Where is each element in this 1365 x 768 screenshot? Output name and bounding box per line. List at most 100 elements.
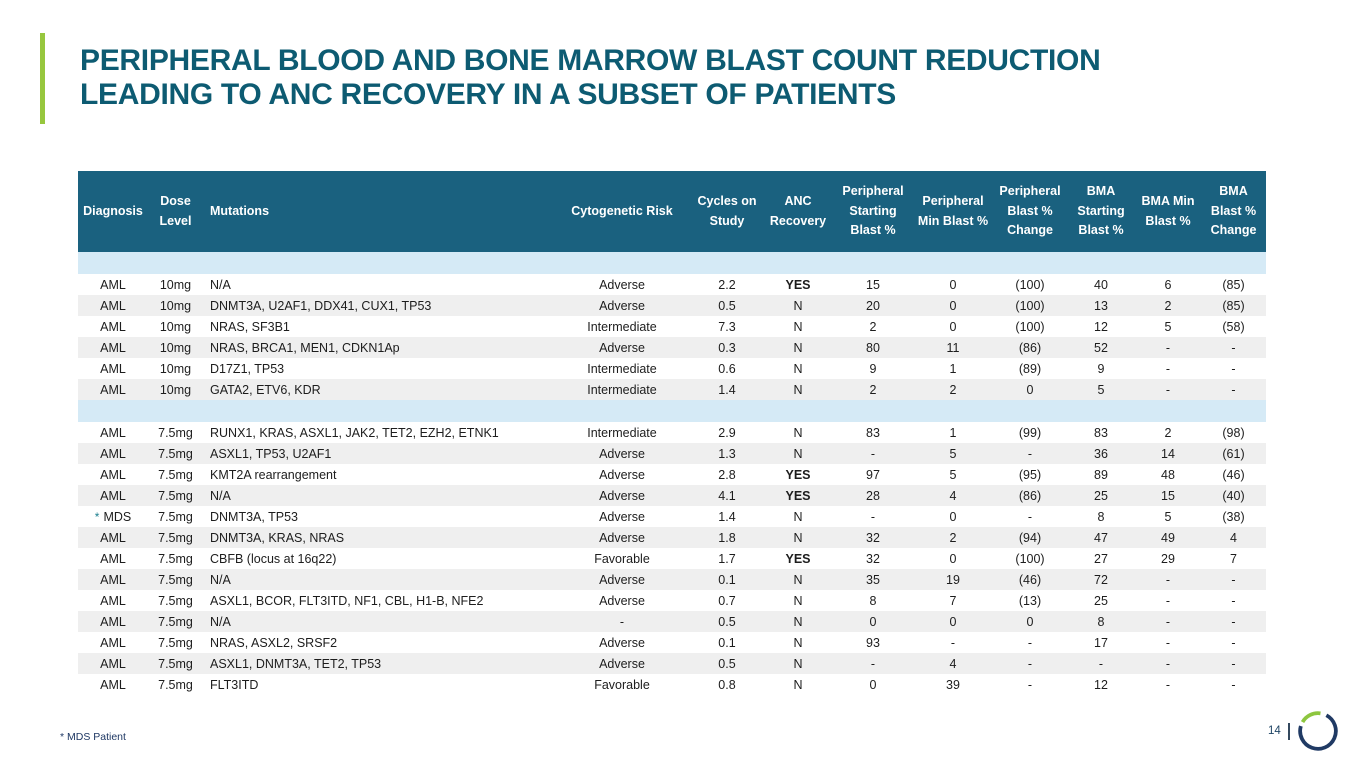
table-row: AML 10mg D17Z1, TP53 Intermediate 0.6 N 9 1 (89)… bbox=[78, 358, 1266, 379]
col-header-mutations: Mutations bbox=[203, 171, 553, 252]
cell-anc-recovery: N bbox=[793, 572, 803, 587]
cell-bma-min-blast: 5 bbox=[1164, 319, 1172, 334]
cell-peripheral-blast-change: (86) bbox=[1018, 340, 1042, 355]
cell-peripheral-starting-blast: 0 bbox=[869, 677, 877, 692]
cell-diagnosis: AML bbox=[100, 361, 126, 376]
cell-diagnosis: AML bbox=[100, 446, 126, 461]
cell-cytogenetic-risk: Favorable bbox=[594, 677, 650, 692]
cell-bma-min-blast: - bbox=[1165, 572, 1171, 587]
cell-cycles-on-study: 0.1 bbox=[718, 572, 736, 587]
cell-diagnosis: AML bbox=[100, 277, 126, 292]
cell-cycles-on-study: 1.4 bbox=[718, 382, 736, 397]
cell-bma-blast-change: (40) bbox=[1222, 488, 1245, 503]
cell-bma-min-blast: - bbox=[1165, 361, 1171, 376]
cell-anc-recovery: YES bbox=[785, 277, 811, 292]
cell-diagnosis: AML bbox=[100, 298, 126, 313]
cell-peripheral-starting-blast: - bbox=[870, 446, 876, 461]
cell-cycles-on-study: 0.6 bbox=[718, 361, 736, 376]
cell-cycles-on-study: 1.4 bbox=[718, 509, 736, 524]
cell-bma-min-blast: - bbox=[1165, 635, 1171, 650]
table-row: * MDS 7.5mg DNMT3A, TP53 Adverse 1.4 N - 0 - 8 5 (38… bbox=[78, 506, 1266, 527]
cell-cytogenetic-risk: Intermediate bbox=[587, 319, 657, 334]
cell-peripheral-min-blast: 0 bbox=[949, 509, 957, 524]
cell-dose-level: 10mg bbox=[159, 361, 192, 376]
cell-diagnosis: AML bbox=[100, 593, 126, 608]
cell-bma-min-blast: 14 bbox=[1161, 446, 1175, 461]
cell-bma-min-blast: 2 bbox=[1164, 298, 1172, 313]
cell-bma-blast-change: (58) bbox=[1222, 319, 1245, 334]
cell-bma-min-blast: - bbox=[1165, 593, 1171, 608]
cell-mutations: RUNX1, KRAS, ASXL1, JAK2, TET2, EZH2, ET… bbox=[210, 425, 499, 440]
cell-bma-blast-change: - bbox=[1231, 635, 1236, 650]
cell-cycles-on-study: 0.1 bbox=[718, 635, 736, 650]
cell-anc-recovery: YES bbox=[785, 488, 811, 503]
cell-cytogenetic-risk: Adverse bbox=[599, 509, 645, 524]
cell-bma-blast-change: - bbox=[1231, 677, 1236, 692]
table-row: AML 7.5mg N/A Adverse 4.1 YES 28 4 (86) 25 15 (40) bbox=[78, 485, 1266, 506]
cell-bma-blast-change: - bbox=[1231, 361, 1236, 376]
cell-dose-level: 7.5mg bbox=[158, 467, 193, 482]
table-row: AML 7.5mg CBFB (locus at 16q22) Favorable 1.… bbox=[78, 548, 1266, 569]
cell-bma-min-blast: - bbox=[1165, 382, 1171, 397]
cell-mutations: NRAS, ASXL2, SRSF2 bbox=[210, 635, 338, 650]
cell-cytogenetic-risk: Adverse bbox=[599, 593, 645, 608]
title-accent-bar bbox=[40, 33, 45, 124]
cell-bma-starting-blast: 9 bbox=[1097, 361, 1105, 376]
page-title-line1: PERIPHERAL BLOOD AND BONE MARROW BLAST C… bbox=[80, 44, 1101, 77]
cell-cycles-on-study: 2.8 bbox=[718, 467, 736, 482]
cell-dose-level: 7.5mg bbox=[158, 677, 193, 692]
cell-peripheral-min-blast: - bbox=[950, 635, 956, 650]
cell-peripheral-min-blast: 0 bbox=[949, 614, 957, 629]
table-row: AML 10mg NRAS, SF3B1 Intermediate 7.3 N 2 0 (100… bbox=[78, 316, 1266, 337]
col-header-peripheral-blast-change: Peripheral Blast % Change bbox=[993, 171, 1067, 252]
table-row: AML 10mg DNMT3A, U2AF1, DDX41, CUX1, TP53 A… bbox=[78, 295, 1266, 316]
cell-bma-blast-change: - bbox=[1231, 340, 1236, 355]
cell-bma-starting-blast: 8 bbox=[1097, 509, 1105, 524]
cell-peripheral-min-blast: 1 bbox=[949, 361, 957, 376]
cell-dose-level: 7.5mg bbox=[158, 593, 193, 608]
cell-bma-starting-blast: 83 bbox=[1094, 425, 1108, 440]
cell-dose-level: 7.5mg bbox=[158, 509, 193, 524]
cell-bma-blast-change: (85) bbox=[1222, 298, 1245, 313]
cell-peripheral-starting-blast: 32 bbox=[866, 551, 880, 566]
cell-cycles-on-study: 0.7 bbox=[718, 593, 736, 608]
cell-peripheral-blast-change: (100) bbox=[1015, 319, 1045, 334]
cell-bma-starting-blast: 72 bbox=[1094, 572, 1108, 587]
cell-peripheral-min-blast: 5 bbox=[949, 446, 957, 461]
cell-peripheral-starting-blast: 28 bbox=[866, 488, 880, 503]
cell-mutations: N/A bbox=[210, 572, 231, 587]
cell-diagnosis: AML bbox=[100, 319, 126, 334]
cell-mutations: DNMT3A, TP53 bbox=[210, 509, 298, 524]
cell-cytogenetic-risk: Adverse bbox=[599, 572, 645, 587]
table-row: AML 10mg N/A Adverse 2.2 YES 15 0 (100) 40 6 (85) bbox=[78, 274, 1266, 295]
cell-bma-min-blast: 48 bbox=[1161, 467, 1175, 482]
cell-peripheral-blast-change: (100) bbox=[1015, 298, 1045, 313]
cell-dose-level: 10mg bbox=[159, 277, 192, 292]
patient-data-table: Diagnosis Dose Level Mutations Cytogenet… bbox=[78, 171, 1266, 695]
cell-diagnosis: AML bbox=[100, 614, 126, 629]
cell-cycles-on-study: 1.8 bbox=[718, 530, 736, 545]
cell-mutations: KMT2A rearrangement bbox=[210, 467, 337, 482]
cell-peripheral-blast-change: - bbox=[1027, 635, 1033, 650]
cell-cycles-on-study: 0.8 bbox=[718, 677, 736, 692]
table-row: AML 7.5mg NRAS, ASXL2, SRSF2 Adverse 0.1 N 93 -… bbox=[78, 632, 1266, 653]
cell-bma-blast-change: - bbox=[1231, 656, 1236, 671]
cell-mutations: GATA2, ETV6, KDR bbox=[210, 382, 321, 397]
page-title: PERIPHERAL BLOOD AND BONE MARROW BLAST C… bbox=[80, 44, 1300, 112]
cell-peripheral-min-blast: 7 bbox=[949, 593, 957, 608]
cell-diagnosis: * MDS bbox=[94, 509, 132, 524]
cell-bma-blast-change: - bbox=[1231, 593, 1236, 608]
cell-anc-recovery: N bbox=[793, 298, 803, 313]
cell-peripheral-min-blast: 0 bbox=[949, 319, 957, 334]
cell-cycles-on-study: 0.3 bbox=[718, 340, 736, 355]
cell-peripheral-starting-blast: 80 bbox=[866, 340, 880, 355]
cell-peripheral-min-blast: 2 bbox=[949, 382, 957, 397]
cell-cytogenetic-risk: Adverse bbox=[599, 656, 645, 671]
patient-data-table-wrap: Diagnosis Dose Level Mutations Cytogenet… bbox=[78, 171, 1266, 695]
cell-cycles-on-study: 1.7 bbox=[718, 551, 736, 566]
cell-mutations: N/A bbox=[210, 277, 231, 292]
table-body: AML 10mg N/A Adverse 2.2 YES 15 0 (100) 40 6 (85) AM… bbox=[78, 252, 1266, 695]
cell-cytogenetic-risk: Favorable bbox=[594, 551, 650, 566]
cell-cycles-on-study: 0.5 bbox=[718, 656, 736, 671]
company-logo-icon bbox=[1298, 711, 1338, 751]
